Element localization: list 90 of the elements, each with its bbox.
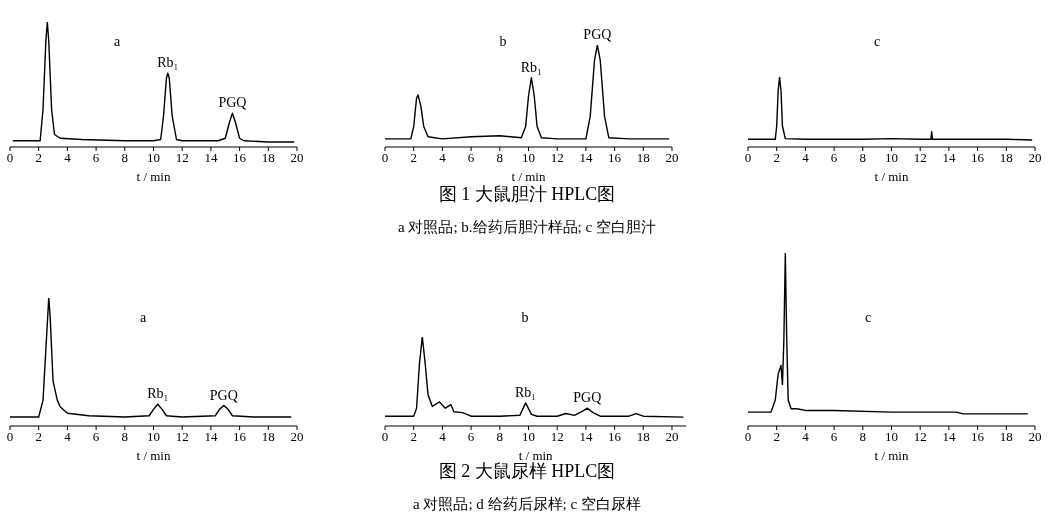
x-axis-title: t / min [136, 169, 171, 184]
x-tick-label: 4 [802, 429, 810, 445]
x-tick-label: 2 [410, 150, 417, 166]
x-tick-label: 12 [175, 150, 189, 166]
x-tick-label: 10 [147, 150, 160, 166]
x-tick-label: 6 [830, 429, 838, 445]
x-tick-label: 16 [608, 150, 622, 166]
annotation: Rb₁ [157, 55, 179, 71]
annotation: PGQ [209, 387, 238, 403]
x-axis-title: t / min [874, 448, 909, 463]
annotation: Rb₁ [520, 59, 542, 75]
x-tick-label: 6 [467, 150, 475, 166]
annotation: a [138, 309, 148, 327]
x-tick-label: 8 [859, 429, 867, 445]
annotation: PGQ [218, 95, 247, 111]
x-tick-label: 14 [204, 429, 218, 445]
x-tick-label: 4 [439, 429, 447, 445]
x-tick-label: 16 [233, 150, 247, 166]
x-tick-label: 8 [121, 150, 129, 166]
annotation: b [498, 33, 508, 51]
x-tick-label: 12 [175, 429, 189, 445]
x-tick-label: 12 [913, 150, 927, 166]
text: b [520, 309, 530, 327]
x-tick-label: 8 [121, 429, 129, 445]
x-tick-label: 14 [579, 150, 593, 166]
x-tick-label: 0 [381, 429, 389, 445]
x-tick-label: 18 [999, 429, 1013, 445]
x-tick-label: 14 [942, 150, 956, 166]
x-tick-label: 4 [64, 150, 72, 166]
x-tick-label: 6 [92, 150, 100, 166]
x-tick-label: 16 [971, 150, 985, 166]
text: 图 1 大鼠胆汁 HPLC图 [437, 183, 617, 205]
x-tick-label: 6 [830, 150, 838, 166]
x-tick-label: 12 [550, 150, 564, 166]
x-tick-label: 0 [744, 429, 752, 445]
annotation: PGQ [583, 27, 612, 42]
text: 图 2 大鼠尿样 HPLC图 [437, 460, 617, 482]
x-tick-label: 6 [467, 429, 475, 445]
x-tick-label: 20 [1028, 429, 1042, 445]
x-tick-label: 0 [6, 150, 14, 166]
x-tick-label: 0 [381, 150, 389, 166]
x-tick-label: 20 [290, 429, 304, 445]
x-tick-label: 16 [608, 429, 622, 445]
x-tick-label: 20 [665, 429, 679, 445]
x-tick-label: 12 [913, 429, 927, 445]
x-tick-label: 10 [885, 150, 898, 166]
x-tick-label: 8 [859, 150, 867, 166]
annotation: Rb₁ [515, 384, 537, 400]
x-tick-label: 4 [64, 429, 72, 445]
x-tick-label: 14 [204, 150, 218, 166]
text: a 对照品; d 给药后尿样; c 空白尿样 [412, 495, 642, 514]
annotation: c [863, 309, 873, 327]
x-tick-label: 18 [261, 429, 275, 445]
x-tick-label: 8 [496, 150, 504, 166]
x-tick-label: 0 [6, 429, 14, 445]
x-tick-label: 16 [233, 429, 247, 445]
x-tick-label: 2 [35, 429, 42, 445]
x-tick-label: 2 [773, 150, 780, 166]
annotation: Rb₁ [147, 386, 169, 402]
x-tick-label: 2 [410, 429, 417, 445]
x-tick-label: 10 [885, 429, 898, 445]
x-tick-label: 10 [522, 429, 535, 445]
x-tick-label: 0 [744, 150, 752, 166]
x-tick-label: 2 [773, 429, 780, 445]
x-tick-label: 12 [550, 429, 564, 445]
x-tick-label: 4 [439, 150, 447, 166]
x-tick-label: 2 [35, 150, 42, 166]
x-axis-title: t / min [518, 448, 554, 463]
x-tick-label: 6 [92, 429, 100, 445]
x-axis-title: t / min [136, 448, 171, 463]
x-tick-label: 4 [802, 150, 810, 166]
annotation: PGQ [573, 390, 602, 406]
annotation: a [112, 33, 122, 51]
x-tick-label: 14 [942, 429, 956, 445]
x-axis-title: t / min [511, 169, 546, 184]
text: c [872, 33, 882, 51]
x-tick-label: 20 [665, 150, 679, 166]
x-tick-label: 18 [999, 150, 1013, 166]
x-tick-label: 16 [971, 429, 985, 445]
x-tick-label: 18 [261, 150, 275, 166]
x-tick-label: 18 [636, 429, 650, 445]
x-tick-label: 20 [1028, 150, 1042, 166]
x-tick-label: 14 [579, 429, 593, 445]
x-tick-label: 10 [522, 150, 535, 166]
x-tick-label: 10 [147, 429, 160, 445]
x-tick-label: 8 [496, 429, 504, 445]
x-tick-label: 20 [290, 150, 304, 166]
text: a 对照品; b.给药后胆汁样品; c 空白胆汁 [397, 218, 657, 237]
x-tick-label: 18 [636, 150, 650, 166]
x-axis-title: t / min [874, 169, 909, 184]
